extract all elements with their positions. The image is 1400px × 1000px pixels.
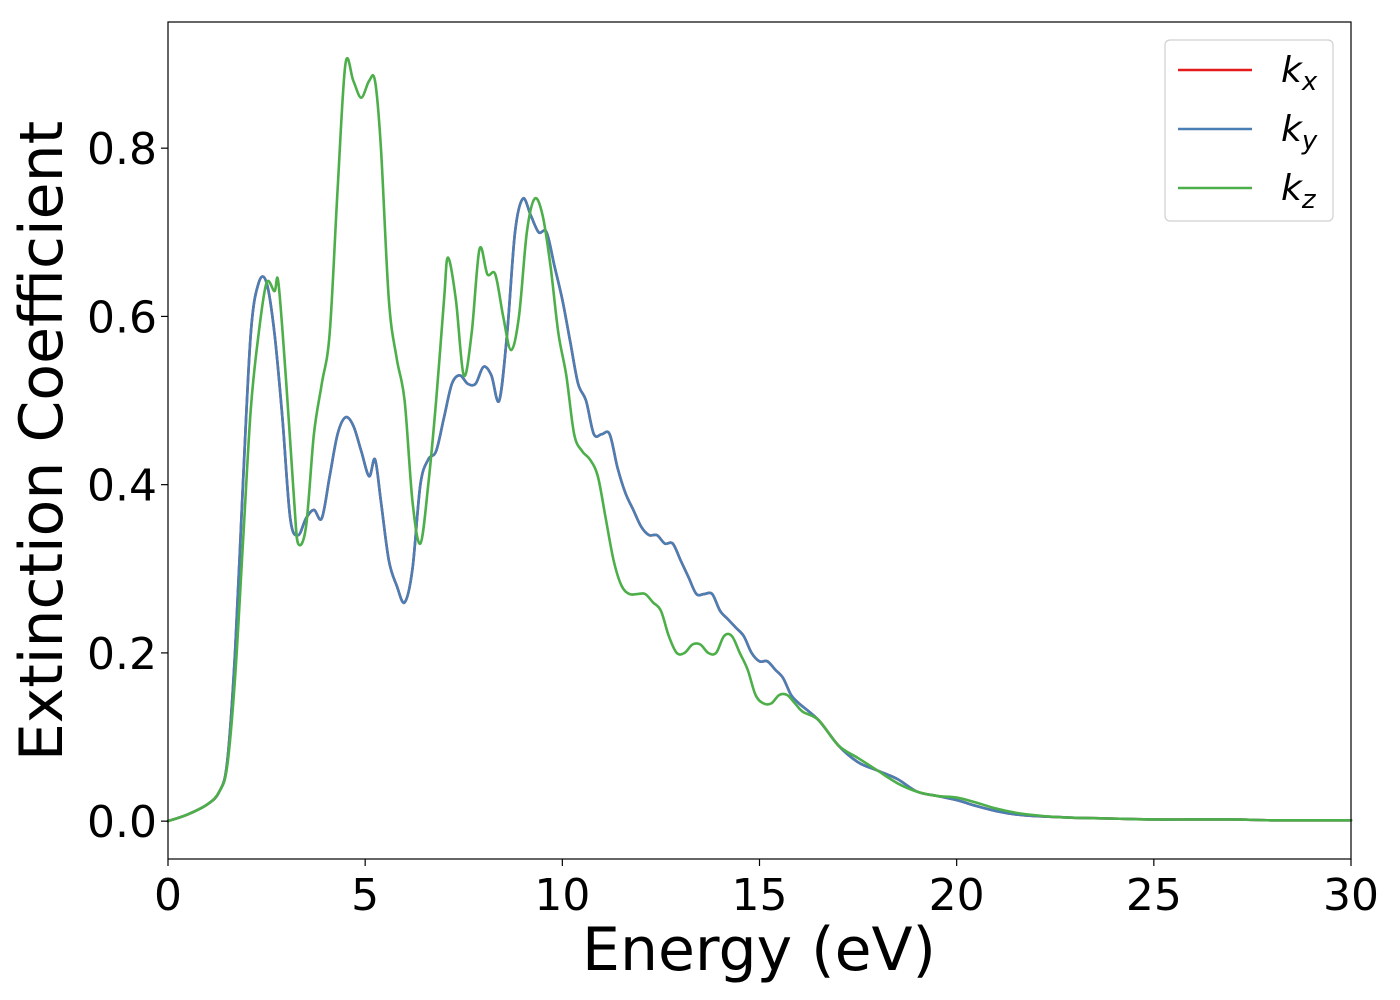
y-axis-ticks: 0.0 0.2 0.4 0.6 0.8 bbox=[87, 124, 168, 848]
x-tick-label: 5 bbox=[351, 870, 379, 921]
x-axis-title: Energy (eV) bbox=[582, 915, 936, 985]
legend-label-subscript: z bbox=[1301, 185, 1317, 215]
x-tick-label: 0 bbox=[154, 870, 182, 921]
x-axis-ticks: 0 5 10 15 20 25 30 bbox=[154, 859, 1379, 921]
series-line-x bbox=[166, 197, 1353, 823]
legend-label-subscript: x bbox=[1301, 67, 1318, 97]
y-axis-title: Extinction Coefficient bbox=[7, 121, 77, 761]
y-tick-label: 0.4 bbox=[87, 461, 157, 512]
x-tick-label: 15 bbox=[732, 870, 788, 921]
y-tick-label: 0.8 bbox=[87, 124, 157, 175]
series-line-z bbox=[166, 56, 1353, 823]
x-tick-label: 30 bbox=[1323, 870, 1379, 921]
series-layer bbox=[166, 56, 1353, 823]
x-tick-label: 25 bbox=[1126, 870, 1182, 921]
legend-label-y: ky bbox=[1281, 109, 1318, 156]
legend-label-subscript: y bbox=[1301, 126, 1318, 156]
x-tick-label: 10 bbox=[534, 870, 590, 921]
legend-box bbox=[1164, 39, 1334, 222]
y-tick-label: 0.6 bbox=[87, 292, 157, 343]
legend-label-base: k bbox=[1281, 109, 1304, 150]
legend-label-x: kx bbox=[1281, 50, 1318, 97]
series-line-y bbox=[166, 197, 1353, 823]
y-tick-label: 0.2 bbox=[87, 629, 157, 680]
legend-label-base: k bbox=[1281, 50, 1304, 91]
y-tick-label: 0.0 bbox=[87, 797, 157, 848]
x-tick-label: 20 bbox=[929, 870, 985, 921]
legend-label-z: kz bbox=[1281, 168, 1317, 215]
legend-label-base: k bbox=[1281, 168, 1304, 209]
